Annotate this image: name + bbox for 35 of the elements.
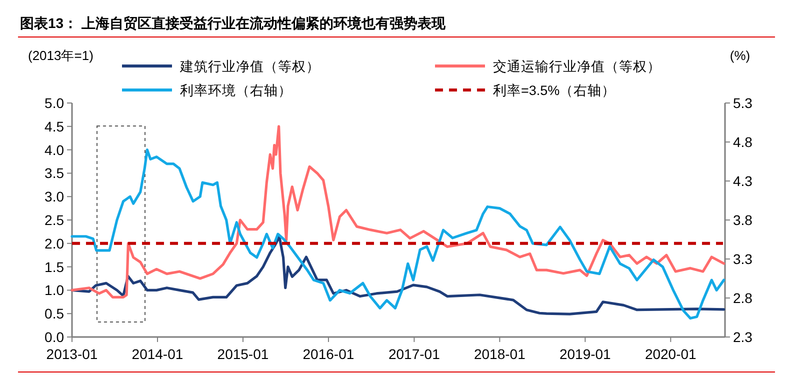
y-tick-label: 2.5 bbox=[44, 212, 64, 228]
y2-tick-label: 2.3 bbox=[733, 329, 753, 345]
y2-tick-label: 3.3 bbox=[733, 251, 753, 267]
line-series bbox=[70, 125, 726, 299]
y-axis-title: (2013年=1) bbox=[28, 48, 94, 63]
y2-tick-label: 5.3 bbox=[733, 95, 753, 111]
y2-axis-title: (%) bbox=[730, 48, 750, 63]
x-tick-label: 2019-01 bbox=[559, 346, 612, 362]
x-tick-label: 2013-01 bbox=[46, 346, 98, 362]
y-tick-label: 4.5 bbox=[44, 118, 64, 134]
y-tick-label: 3.0 bbox=[44, 188, 64, 205]
y-tick-label: 1.0 bbox=[44, 282, 64, 298]
x-tick-label: 2020-01 bbox=[644, 346, 697, 362]
x-tick-label: 2014-01 bbox=[132, 346, 184, 362]
x-tick-label: 2016-01 bbox=[302, 346, 354, 362]
y-tick-label: 4.0 bbox=[44, 142, 64, 158]
y-tick-label: 2.0 bbox=[44, 235, 64, 252]
x-tick-label: 2018-01 bbox=[474, 346, 526, 362]
legend-label: 利率=3.5%（右轴） bbox=[493, 83, 616, 98]
y-tick-label: 5.0 bbox=[44, 95, 64, 111]
y-tick-label: 0.5 bbox=[44, 306, 64, 322]
x-tick-label: 2017-01 bbox=[388, 346, 440, 362]
y-tick-label: 0.0 bbox=[44, 329, 64, 345]
y-tick-label: 3.5 bbox=[44, 165, 64, 182]
chart-title: 图表13： 上海自贸区直接受益行业在流动性偏紧的环境也有强势表现 bbox=[20, 15, 446, 31]
y2-tick-label: 2.8 bbox=[733, 290, 753, 306]
y2-tick-label: 4.3 bbox=[733, 173, 753, 189]
y-tick-label: 1.5 bbox=[44, 258, 64, 275]
legend-label: 建筑行业净值（等权） bbox=[179, 59, 320, 74]
y2-tick-label: 3.8 bbox=[733, 212, 753, 228]
y2-tick-label: 4.8 bbox=[733, 134, 753, 150]
line-series bbox=[70, 148, 726, 320]
legend-label: 利率环境（右轴） bbox=[180, 83, 292, 98]
legend-label: 交通运输行业净值（等权） bbox=[493, 59, 661, 74]
x-tick-label: 2015-01 bbox=[217, 346, 269, 362]
